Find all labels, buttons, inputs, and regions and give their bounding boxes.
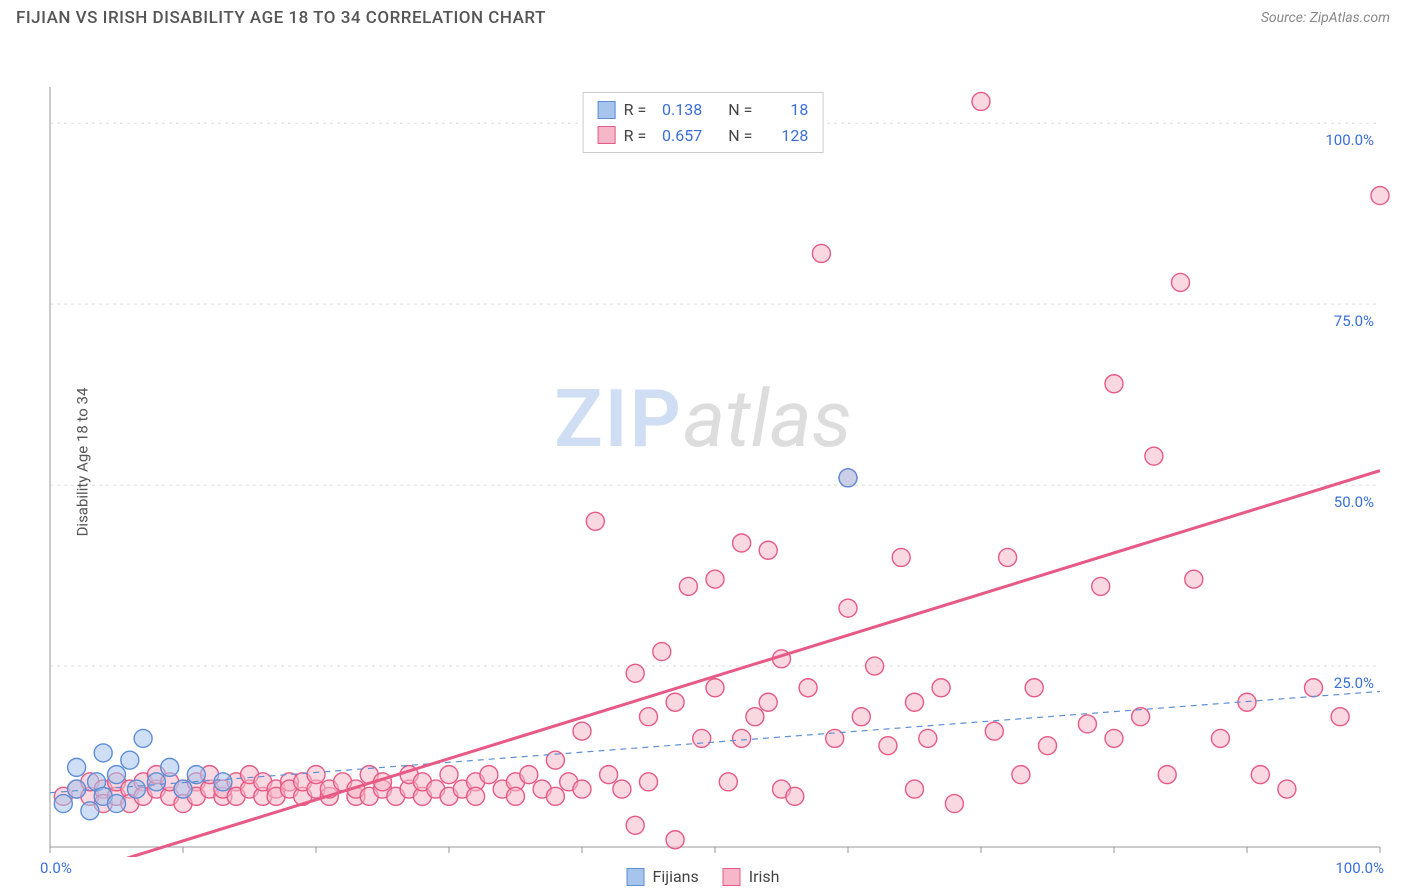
svg-text:100.0%: 100.0% (1335, 859, 1384, 877)
n-label: N = (728, 123, 752, 149)
source-credit: Source: ZipAtlas.com (1261, 10, 1390, 26)
stats-row-fijians: R = 0.138 N = 18 (598, 97, 809, 123)
series-legend: Fijians Irish (627, 867, 780, 886)
svg-text:75.0%: 75.0% (1334, 312, 1374, 330)
stats-row-irish: R = 0.657 N = 128 (598, 123, 809, 149)
r-value-fijians: 0.138 (654, 97, 702, 123)
source-name: ZipAtlas.com (1310, 10, 1390, 26)
svg-text:25.0%: 25.0% (1334, 674, 1374, 692)
n-label: N = (728, 97, 752, 123)
swatch-irish (598, 126, 616, 144)
swatch-fijians (598, 101, 616, 119)
y-axis-label: Disability Age 18 to 34 (73, 388, 91, 537)
legend-swatch-irish (723, 868, 741, 886)
legend-item-irish: Irish (723, 867, 780, 886)
svg-text:50.0%: 50.0% (1334, 493, 1374, 511)
r-label: R = (624, 123, 647, 149)
source-prefix: Source: (1261, 10, 1310, 26)
chart-area: Disability Age 18 to 34 ZIPatlas 25.0%50… (0, 32, 1406, 892)
n-value-fijians: 18 (760, 97, 808, 123)
legend-item-fijians: Fijians (627, 867, 699, 886)
legend-label-irish: Irish (749, 867, 780, 886)
scatter-plot-svg: 25.0% 50.0% 75.0% 100.0% 0.0% 100.0% (0, 32, 1406, 892)
r-label: R = (624, 97, 647, 123)
chart-title: FIJIAN VS IRISH DISABILITY AGE 18 TO 34 … (16, 8, 546, 28)
svg-text:0.0%: 0.0% (40, 859, 72, 877)
legend-label-fijians: Fijians (653, 867, 699, 886)
stats-legend: R = 0.138 N = 18 R = 0.657 N = 128 (583, 92, 824, 153)
r-value-irish: 0.657 (654, 123, 702, 149)
svg-text:100.0%: 100.0% (1325, 131, 1374, 149)
n-value-irish: 128 (760, 123, 808, 149)
header: FIJIAN VS IRISH DISABILITY AGE 18 TO 34 … (0, 0, 1406, 32)
legend-swatch-fijians (627, 868, 645, 886)
